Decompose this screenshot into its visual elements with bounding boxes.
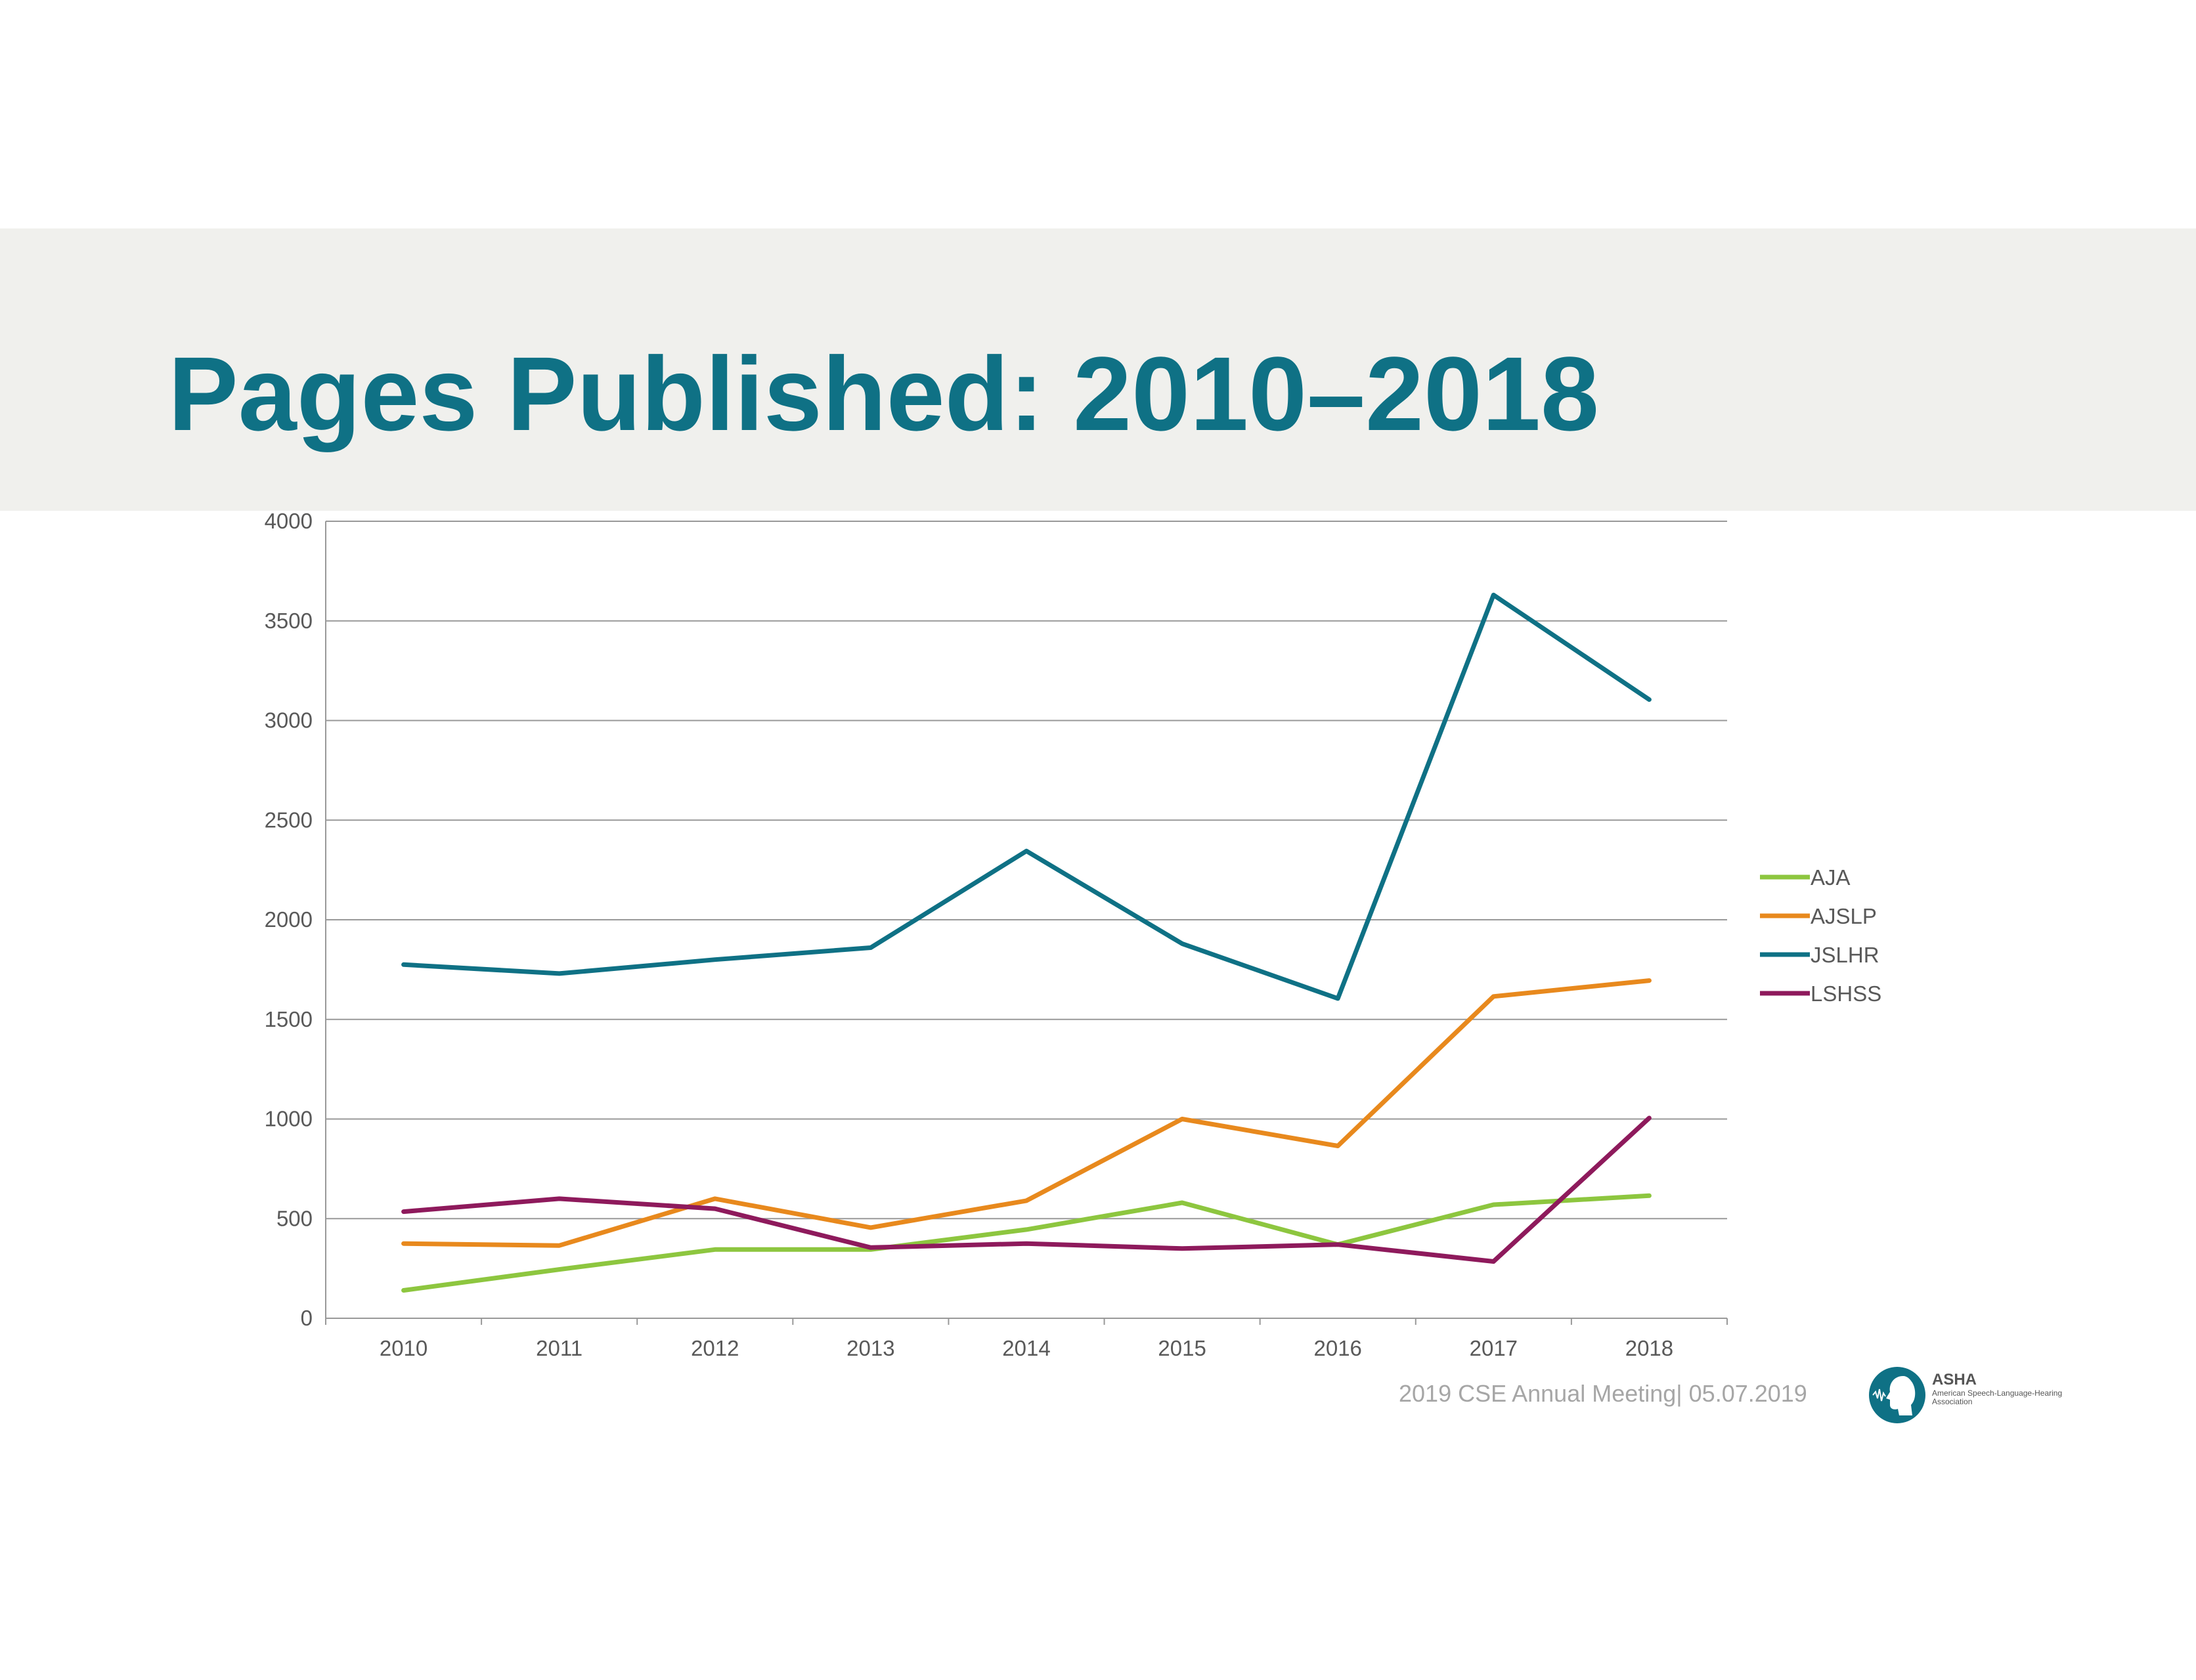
x-tick-label: 2016 <box>1314 1336 1362 1360</box>
x-tick-label: 2018 <box>1625 1336 1673 1360</box>
legend-label-lshss: LSHSS <box>1811 981 1881 1006</box>
y-tick-label: 1000 <box>265 1107 313 1131</box>
x-tick-label: 2012 <box>691 1336 739 1360</box>
legend-label-aja: AJA <box>1811 865 1851 890</box>
y-tick-label: 2000 <box>265 907 313 932</box>
y-tick-label: 3000 <box>265 708 313 733</box>
legend: AJA AJSLP JSLHR LSHSS <box>1760 865 1881 1006</box>
x-tick-label: 2017 <box>1470 1336 1518 1360</box>
title-band <box>0 228 2196 511</box>
logo-name: ASHA <box>1932 1371 1977 1389</box>
y-tick-label: 1500 <box>265 1007 313 1031</box>
y-tick-label: 500 <box>276 1206 313 1230</box>
logo-subtitle: American Speech-Language-Hearing Associa… <box>1932 1389 2063 1406</box>
x-tick-label: 2011 <box>536 1336 582 1360</box>
x-tick-label: 2014 <box>1002 1336 1050 1360</box>
y-tick-label: 0 <box>301 1306 313 1330</box>
series-line-lshss <box>401 1115 1652 1264</box>
x-tick-label: 2010 <box>380 1336 428 1360</box>
y-tick-label: 4000 <box>265 509 313 533</box>
slide-title: Pages Published: 2010–2018 <box>168 335 1599 452</box>
series-line-jslhr <box>401 592 1652 1001</box>
legend-label-ajslp: AJSLP <box>1811 904 1877 928</box>
y-tick-label: 2500 <box>265 808 313 832</box>
y-tick-label: 3500 <box>265 609 313 633</box>
series-lines <box>401 592 1652 1293</box>
footer-text: 2019 CSE Annual Meeting| 05.07.2019 <box>1399 1380 1807 1407</box>
series-line-aja <box>401 1193 1652 1293</box>
axes: 0 500 1000 1500 2000 2500 3000 3500 4000 2010 2011… <box>265 509 1728 1360</box>
series-line-ajslp <box>401 978 1652 1248</box>
x-tick-label: 2015 <box>1158 1336 1206 1360</box>
grid-lines <box>326 521 1727 1220</box>
x-tick-label: 2013 <box>846 1336 894 1360</box>
asha-logo: ASHA American Speech-Language-Hearing As… <box>1869 1367 2062 1426</box>
legend-label-jslhr: JSLHR <box>1811 943 1879 967</box>
asha-head-icon <box>1869 1367 1925 1423</box>
